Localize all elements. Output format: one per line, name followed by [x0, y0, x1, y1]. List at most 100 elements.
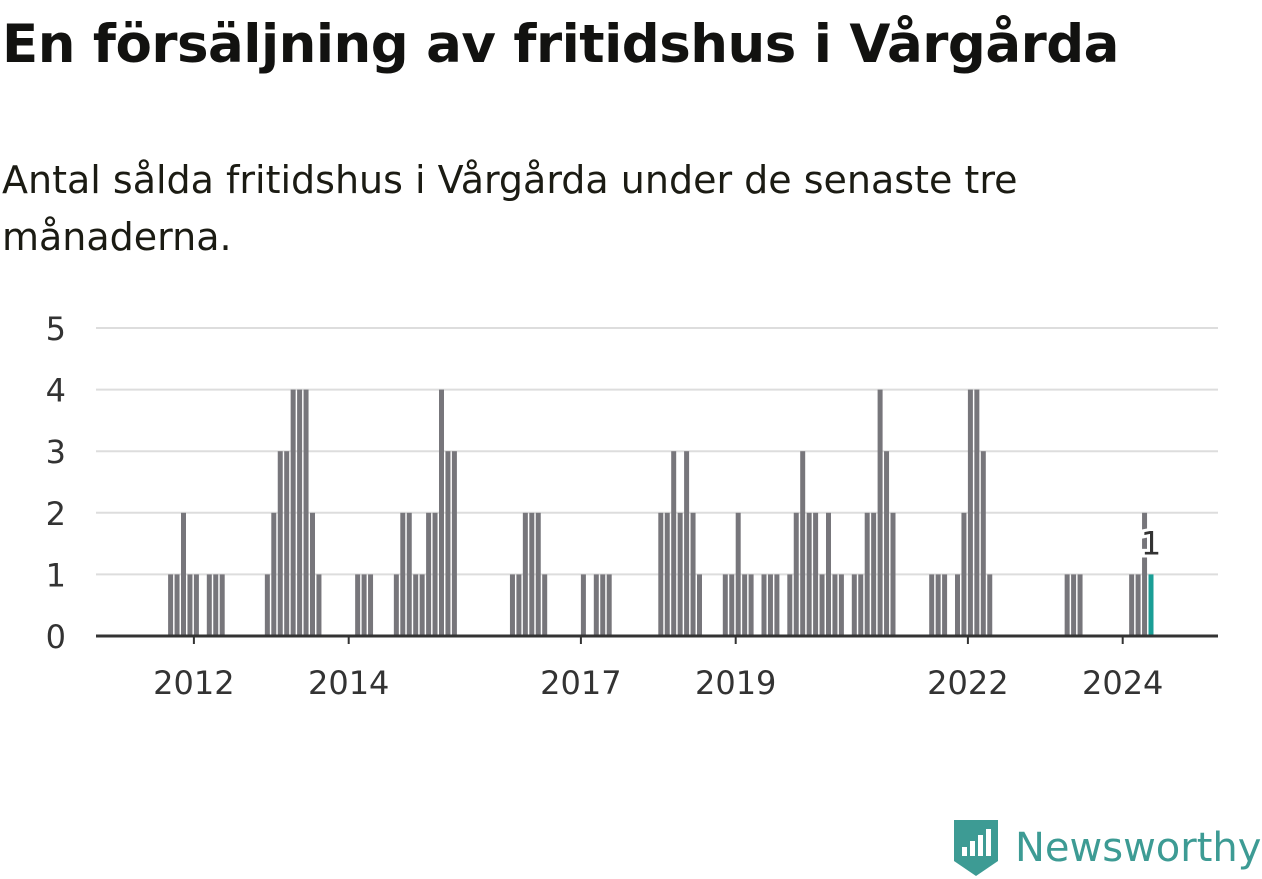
bar	[851, 574, 857, 636]
bar	[735, 512, 741, 636]
bar	[522, 512, 528, 636]
bar	[213, 574, 219, 636]
y-tick-label: 4	[46, 372, 66, 410]
y-tick-label: 5	[46, 310, 66, 348]
bar	[174, 574, 180, 636]
bar	[290, 389, 296, 636]
bar	[284, 451, 290, 636]
bar	[929, 574, 935, 636]
bar	[168, 574, 174, 636]
bar	[742, 574, 748, 636]
bar	[516, 574, 522, 636]
bar	[826, 512, 831, 636]
newsworthy-logo[interactable]: Newsworthy	[951, 817, 1261, 879]
bar	[1064, 574, 1070, 636]
y-tick-label: 0	[46, 618, 66, 656]
bar	[748, 574, 754, 636]
bar	[413, 574, 419, 636]
y-tick-label: 3	[46, 433, 66, 471]
x-tick-label: 2014	[308, 664, 389, 702]
bar	[942, 574, 948, 636]
bar	[684, 451, 690, 636]
bar	[432, 512, 438, 636]
bar	[593, 574, 599, 636]
bar	[445, 451, 451, 636]
bar	[967, 389, 973, 636]
bar	[800, 451, 806, 636]
bar	[310, 512, 315, 636]
bar	[871, 512, 877, 636]
bar	[264, 574, 270, 636]
bar	[277, 451, 283, 636]
bar	[980, 451, 986, 636]
bar	[819, 574, 825, 636]
bar	[864, 512, 870, 636]
bar	[722, 574, 728, 636]
bar	[813, 512, 819, 636]
bar	[1077, 574, 1083, 636]
y-axis-ticks: 0 1 2 3 4 5	[46, 310, 66, 656]
bar	[1129, 574, 1135, 636]
bar	[884, 451, 890, 636]
bar	[406, 512, 412, 636]
bar	[606, 574, 612, 636]
page-title: En försäljning av fritidshus i Vårgårda	[2, 14, 1119, 75]
x-tick-label: 2012	[153, 664, 234, 702]
x-tick-label: 2024	[1082, 664, 1163, 702]
bar	[761, 574, 767, 636]
bar	[451, 451, 457, 636]
bar	[767, 574, 773, 636]
bar	[368, 574, 374, 636]
bars	[168, 389, 1154, 636]
x-axis-ticks: 2012 2014 2017 2019 2022 2024	[153, 636, 1163, 702]
bar	[400, 512, 406, 636]
bar	[303, 389, 309, 636]
x-tick-label: 2019	[695, 664, 776, 702]
gridlines	[96, 327, 1218, 576]
newsworthy-logo-icon	[954, 820, 998, 876]
bar	[206, 574, 212, 636]
bar	[193, 574, 199, 636]
bar	[774, 574, 780, 636]
bar	[393, 574, 399, 636]
bar	[838, 574, 844, 636]
bar	[580, 574, 586, 636]
bar	[535, 512, 541, 636]
bar	[987, 574, 993, 636]
bar	[664, 512, 670, 636]
bar	[658, 512, 664, 636]
bar	[426, 512, 432, 636]
bar	[542, 574, 548, 636]
y-tick-label: 1	[46, 556, 66, 594]
x-tick-label: 2022	[927, 664, 1008, 702]
bar	[729, 574, 735, 636]
bar	[935, 574, 941, 636]
bar	[187, 574, 193, 636]
bar	[877, 389, 883, 636]
bar	[974, 389, 980, 636]
bar	[439, 389, 444, 636]
bar	[509, 574, 515, 636]
bar	[529, 512, 535, 636]
bar	[361, 574, 367, 636]
bar	[297, 389, 303, 636]
bar	[690, 512, 696, 636]
bar	[961, 512, 967, 636]
bar	[955, 574, 960, 636]
bar	[832, 574, 838, 636]
bar	[181, 512, 186, 636]
bar	[787, 574, 793, 636]
bar	[600, 574, 606, 636]
highlight-bar	[1148, 574, 1154, 636]
x-tick-label: 2017	[540, 664, 621, 702]
bar	[355, 574, 361, 636]
bar	[677, 512, 683, 636]
data-labels: 1	[1138, 521, 1164, 565]
highlight-value-label: 1	[1141, 524, 1161, 562]
chart-subtitle: Antal sålda fritidshus i Vårgårda under …	[2, 158, 1018, 259]
bar	[1071, 574, 1077, 636]
bar	[697, 574, 702, 636]
y-tick-label: 2	[46, 495, 66, 533]
bar	[806, 512, 812, 636]
